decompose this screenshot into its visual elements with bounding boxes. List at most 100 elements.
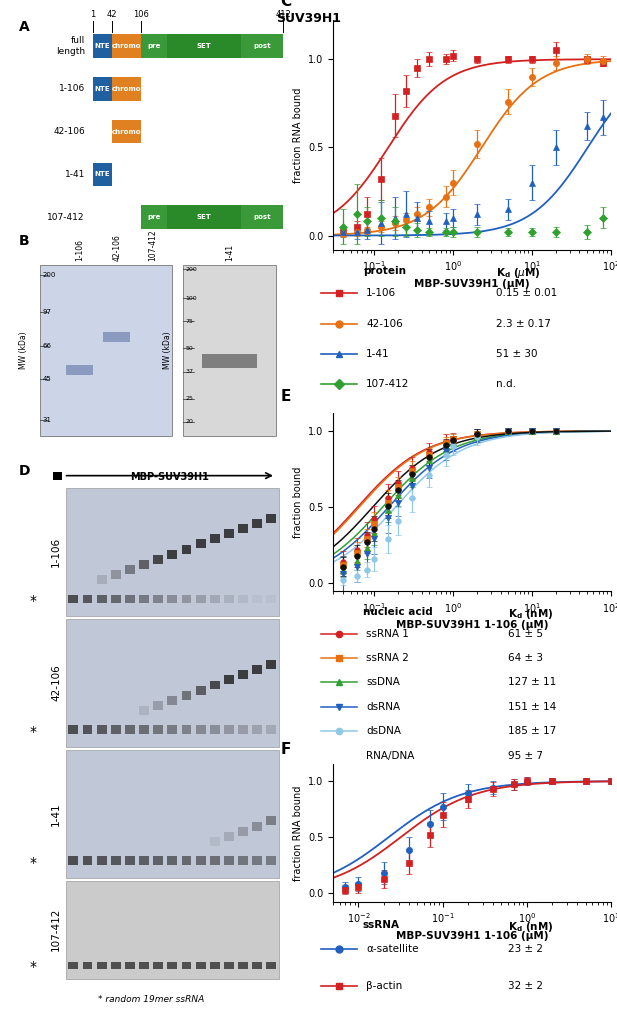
Text: 151 ± 14: 151 ± 14: [508, 702, 557, 712]
Bar: [104, 332, 130, 341]
Bar: [210, 837, 220, 846]
Text: K$_\mathregular{d}$ (nM): K$_\mathregular{d}$ (nM): [508, 920, 553, 933]
Bar: [181, 856, 191, 865]
Bar: [202, 355, 257, 368]
Bar: [252, 519, 262, 528]
Text: 95 ± 7: 95 ± 7: [508, 751, 543, 760]
Bar: [111, 726, 121, 735]
Text: ssRNA: ssRNA: [363, 920, 400, 929]
Text: 23 ± 2: 23 ± 2: [508, 944, 543, 954]
Bar: [181, 594, 191, 603]
Bar: [66, 619, 278, 747]
Text: 42-106: 42-106: [112, 234, 121, 261]
Bar: [241, 35, 283, 58]
Text: 37: 37: [186, 369, 194, 374]
Text: post: post: [253, 43, 271, 49]
Bar: [111, 962, 121, 969]
Text: 107-412: 107-412: [148, 229, 157, 261]
Text: chromo: chromo: [112, 128, 141, 135]
Text: 1-41: 1-41: [51, 802, 61, 825]
Bar: [83, 726, 93, 735]
Text: 42: 42: [107, 10, 117, 19]
Text: D: D: [19, 464, 30, 478]
Bar: [139, 726, 149, 735]
Bar: [139, 962, 149, 969]
Text: 100: 100: [186, 296, 197, 301]
Text: 107-412: 107-412: [51, 908, 61, 952]
Bar: [153, 962, 163, 969]
Bar: [68, 856, 78, 865]
Bar: [153, 726, 163, 735]
Bar: [210, 681, 220, 690]
Bar: [252, 726, 262, 735]
Bar: [167, 856, 177, 865]
Y-axis label: fraction bound: fraction bound: [292, 466, 302, 538]
Text: MW (kDa): MW (kDa): [163, 331, 172, 369]
Text: 66: 66: [43, 343, 51, 350]
Text: 1-106: 1-106: [51, 537, 61, 568]
Text: 1-106: 1-106: [75, 239, 84, 261]
Y-axis label: fraction RNA bound: fraction RNA bound: [292, 786, 302, 880]
Text: post: post: [253, 214, 271, 220]
Bar: [139, 856, 149, 865]
Text: SET: SET: [196, 43, 211, 49]
Text: dsRNA: dsRNA: [366, 702, 400, 712]
Text: 1-41: 1-41: [64, 170, 85, 179]
Bar: [97, 594, 107, 603]
Text: chromo: chromo: [112, 86, 141, 92]
Text: chromo: chromo: [112, 43, 141, 49]
Bar: [153, 594, 163, 603]
Text: *: *: [29, 856, 36, 869]
Text: n.d.: n.d.: [496, 379, 516, 389]
Bar: [66, 750, 278, 878]
Text: 51 ± 30: 51 ± 30: [496, 348, 537, 359]
Bar: [196, 686, 205, 695]
Bar: [196, 962, 205, 969]
Bar: [167, 726, 177, 735]
Bar: [66, 488, 278, 616]
Bar: [224, 832, 234, 841]
Bar: [139, 706, 149, 715]
Bar: [53, 473, 62, 480]
Text: NTE: NTE: [94, 86, 110, 92]
Bar: [111, 594, 121, 603]
Bar: [66, 365, 93, 375]
Bar: [97, 576, 107, 584]
Bar: [93, 35, 112, 58]
Text: 127 ± 11: 127 ± 11: [508, 678, 557, 688]
X-axis label: MBP-SUV39H1 1-106 (μM): MBP-SUV39H1 1-106 (μM): [395, 621, 549, 630]
Text: 31: 31: [43, 417, 51, 423]
Text: *: *: [29, 725, 36, 739]
Text: 412: 412: [275, 10, 291, 19]
Bar: [97, 962, 107, 969]
Bar: [66, 880, 278, 979]
Bar: [83, 962, 93, 969]
Text: * random 19mer ssRNA: * random 19mer ssRNA: [98, 996, 204, 1005]
Bar: [139, 559, 149, 569]
Text: *: *: [29, 960, 36, 974]
Bar: [267, 514, 276, 523]
Text: 50: 50: [186, 345, 193, 351]
Bar: [252, 594, 262, 603]
Bar: [111, 571, 121, 579]
Bar: [267, 660, 276, 669]
Bar: [267, 594, 276, 603]
Text: 32 ± 2: 32 ± 2: [508, 980, 543, 990]
Text: 1-106: 1-106: [366, 288, 396, 299]
Text: pre: pre: [147, 43, 160, 49]
Text: α-satellite: α-satellite: [366, 944, 418, 954]
Bar: [252, 856, 262, 865]
Bar: [125, 566, 135, 574]
Bar: [125, 856, 135, 865]
Text: 42-106: 42-106: [366, 319, 403, 328]
Bar: [196, 594, 205, 603]
Bar: [238, 856, 248, 865]
Text: 20: 20: [186, 420, 194, 425]
Bar: [167, 549, 177, 558]
Text: A: A: [19, 20, 29, 35]
Text: 75: 75: [186, 319, 194, 324]
Bar: [224, 856, 234, 865]
Bar: [238, 826, 248, 836]
Text: 200: 200: [43, 272, 56, 278]
Bar: [224, 594, 234, 603]
